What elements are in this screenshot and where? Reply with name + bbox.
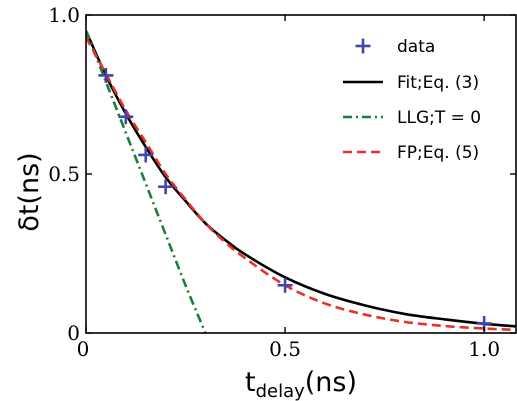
data-point [98, 67, 114, 83]
legend-label: FP;Eq. (5) [397, 143, 479, 163]
x-tick-label: 0.5 [269, 337, 301, 361]
plot-area [86, 30, 516, 333]
series-line-1 [86, 30, 207, 333]
legend-label: LLG;T = 0 [397, 108, 481, 128]
data-point [118, 109, 134, 125]
x-axis-label-unit: (ns) [305, 367, 357, 398]
y-axis-label-unit: (ns) [14, 152, 45, 204]
x-tick-label: 0 [77, 337, 90, 361]
legend-item: data [355, 37, 435, 57]
x-axis-label-main: t [245, 367, 256, 398]
legend-label: Fit;Eq. (3) [397, 73, 479, 93]
y-tick-label: 0.5 [48, 162, 80, 186]
data-point [277, 277, 293, 293]
data-point [158, 179, 174, 195]
legend-item: FP;Eq. (5) [343, 143, 479, 163]
y-tick-label: 1.0 [48, 3, 80, 27]
y-axis-label-main: δt [14, 205, 45, 232]
x-axis-label: tdelay(ns) [245, 367, 357, 401]
series-line-0 [86, 30, 516, 328]
data-point [138, 147, 154, 163]
legend-item: Fit;Eq. (3) [343, 73, 479, 93]
y-tick-label: 0 [67, 321, 80, 345]
axis-ticks: 0 0.5 1.0 0 0.5 1.0 [48, 3, 516, 361]
legend-item: LLG;T = 0 [343, 108, 481, 128]
x-axis-label-sub: delay [256, 381, 306, 401]
legend-label: data [397, 37, 435, 57]
legend: data Fit;Eq. (3) LLG;T = 0 FP;Eq. (5) [343, 37, 481, 163]
x-tick-label: 1.0 [468, 337, 500, 361]
y-axis-label: δt(ns) [14, 152, 45, 231]
series-line-2 [86, 36, 516, 332]
plot-frame [85, 14, 517, 334]
series-group [86, 30, 516, 333]
